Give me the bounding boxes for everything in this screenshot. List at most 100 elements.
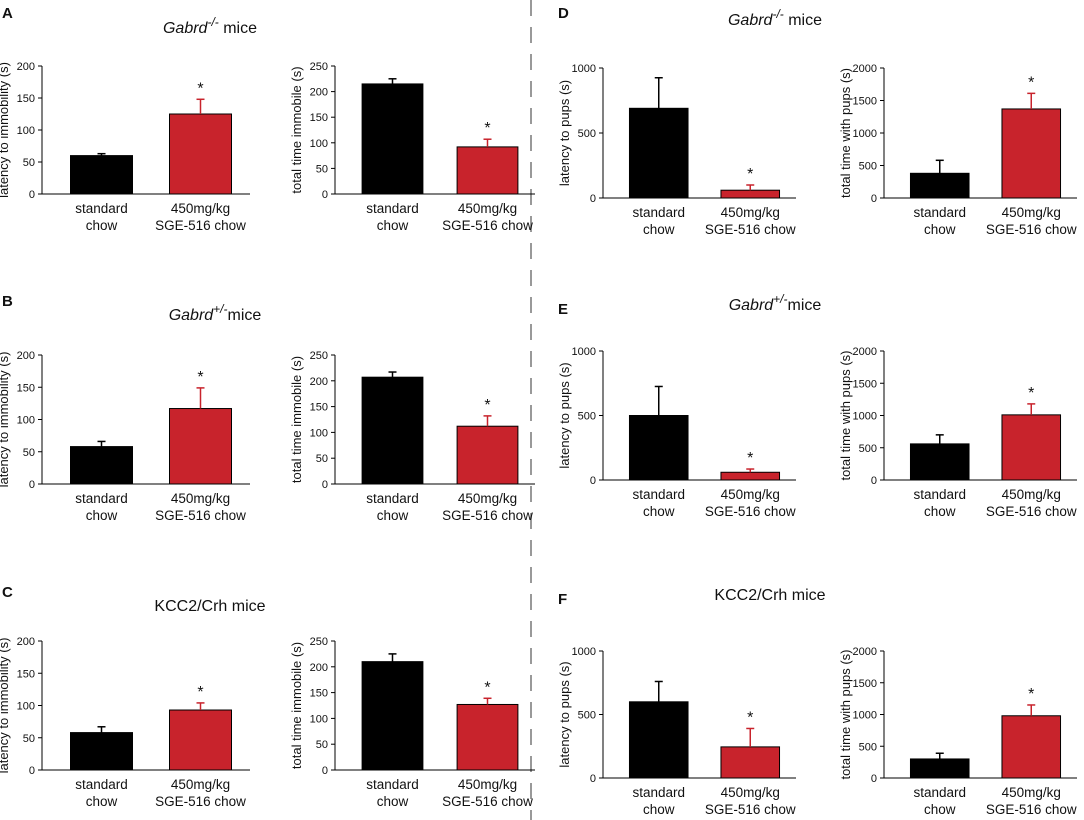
category-label: 450mg/kg <box>1002 785 1061 800</box>
y-tick-label: 0 <box>871 193 877 205</box>
y-tick-label: 200 <box>310 662 328 674</box>
category-label: SGE-516 chow <box>986 222 1077 237</box>
y-tick-label: 500 <box>859 161 877 173</box>
category-label: standard <box>913 785 966 800</box>
y-axis-label: total time with pups (s) <box>838 68 853 198</box>
category-label: chow <box>643 802 675 817</box>
bar <box>456 146 519 195</box>
y-tick-label: 150 <box>17 668 35 680</box>
category-label: standard <box>75 777 128 792</box>
y-tick-label: 100 <box>17 415 35 427</box>
panel-title-superscript: +/- <box>213 302 227 316</box>
bar <box>909 172 970 199</box>
category-label: 450mg/kg <box>458 777 517 792</box>
significance-marker: * <box>484 120 490 137</box>
panel-title-name: KCC2/Crh mice <box>154 598 265 615</box>
category-label: SGE-516 chow <box>705 504 796 519</box>
category-label: SGE-516 chow <box>986 802 1077 817</box>
y-axis-label: latency to pups (s) <box>557 80 572 186</box>
y-tick-label: 200 <box>17 61 35 73</box>
y-axis-label: latency to immobility (s) <box>0 62 11 198</box>
panel-title-superscript: -/- <box>207 15 218 29</box>
significance-marker: * <box>197 684 203 701</box>
significance-marker: * <box>197 369 203 386</box>
panel-title-superscript: +/- <box>773 292 787 306</box>
category-label: standard <box>75 201 128 216</box>
category-label: standard <box>913 205 966 220</box>
y-tick-label: 0 <box>322 479 328 491</box>
panel-title: Gabrd+/-mice <box>169 302 262 324</box>
bar <box>361 661 424 771</box>
panel-title: KCC2/Crh mice <box>714 587 825 604</box>
category-label: 450mg/kg <box>171 201 230 216</box>
bar <box>70 732 133 771</box>
y-tick-label: 50 <box>316 453 328 465</box>
panel-letter: F <box>558 591 567 608</box>
y-tick-label: 50 <box>23 733 35 745</box>
panel-title-suffix: mice <box>788 297 822 314</box>
category-label: chow <box>86 794 118 809</box>
panel-title-superscript: -/- <box>772 7 783 21</box>
category-label: chow <box>924 802 956 817</box>
y-tick-label: 200 <box>17 350 35 362</box>
panel-letter: B <box>2 293 13 310</box>
bar <box>361 83 424 195</box>
y-tick-label: 500 <box>859 443 877 455</box>
y-tick-label: 50 <box>316 163 328 175</box>
category-label: standard <box>632 205 685 220</box>
y-tick-label: 100 <box>310 427 328 439</box>
y-tick-label: 100 <box>310 713 328 725</box>
category-label: standard <box>366 491 419 506</box>
category-label: standard <box>366 201 419 216</box>
y-tick-label: 50 <box>23 157 35 169</box>
category-label: SGE-516 chow <box>155 794 246 809</box>
y-tick-label: 250 <box>310 350 328 362</box>
y-tick-label: 150 <box>310 688 328 700</box>
panel-title-suffix: mice <box>784 12 822 29</box>
category-label: standard <box>913 487 966 502</box>
bar <box>169 709 232 771</box>
bar <box>70 446 133 485</box>
bar <box>169 113 232 195</box>
y-tick-label: 200 <box>17 636 35 648</box>
y-axis-label: latency to immobility (s) <box>0 638 11 774</box>
y-tick-label: 1000 <box>572 63 596 75</box>
panel-title: KCC2/Crh mice <box>154 598 265 615</box>
category-label: SGE-516 chow <box>442 508 533 523</box>
significance-marker: * <box>197 80 203 97</box>
bar <box>909 443 970 481</box>
category-label: chow <box>643 222 675 237</box>
category-label: chow <box>924 504 956 519</box>
y-tick-label: 100 <box>310 138 328 150</box>
bar <box>1001 414 1062 481</box>
y-tick-label: 50 <box>316 739 328 751</box>
y-tick-label: 500 <box>859 741 877 753</box>
panel-title: Gabrd+/-mice <box>729 292 822 314</box>
panel-title-name: Gabrd <box>729 297 775 314</box>
category-label: SGE-516 chow <box>705 802 796 817</box>
category-label: SGE-516 chow <box>705 222 796 237</box>
y-tick-label: 2000 <box>853 63 877 75</box>
panel-letter: D <box>558 5 569 22</box>
y-tick-label: 2000 <box>853 646 877 658</box>
significance-marker: * <box>484 397 490 414</box>
category-label: 450mg/kg <box>1002 487 1061 502</box>
y-axis-label: latency to immobility (s) <box>0 352 11 488</box>
category-label: chow <box>924 222 956 237</box>
panel-title-suffix: mice <box>228 307 262 324</box>
y-tick-label: 0 <box>590 475 596 487</box>
significance-marker: * <box>1028 385 1034 402</box>
category-label: SGE-516 chow <box>986 504 1077 519</box>
significance-marker: * <box>747 450 753 467</box>
y-tick-label: 250 <box>310 636 328 648</box>
y-tick-label: 0 <box>871 475 877 487</box>
y-tick-label: 500 <box>578 128 596 140</box>
y-tick-label: 0 <box>871 773 877 785</box>
panel-title: Gabrd-/- mice <box>163 15 257 37</box>
bar <box>628 415 689 481</box>
category-label: SGE-516 chow <box>155 508 246 523</box>
bar <box>1001 715 1062 779</box>
category-label: chow <box>643 504 675 519</box>
category-label: standard <box>632 785 685 800</box>
